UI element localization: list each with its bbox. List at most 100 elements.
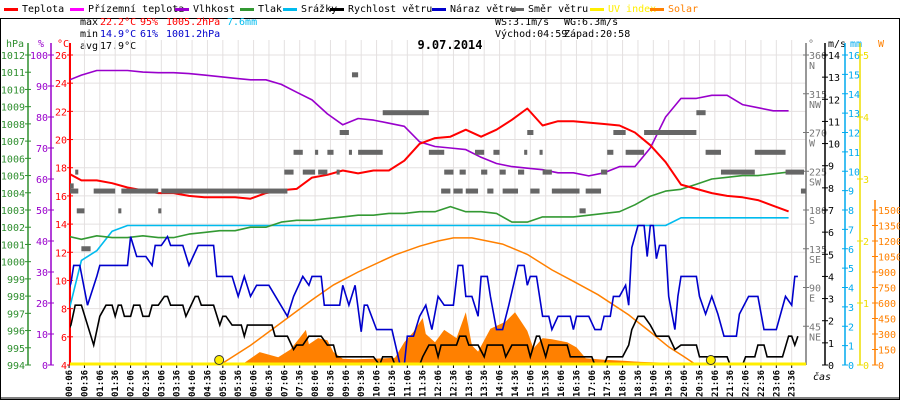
wind-direction-mark — [607, 149, 614, 155]
axis-tick-label: 9 — [848, 187, 854, 198]
axis-tick-label: 3 — [828, 295, 834, 306]
solar-clear-sky-line — [219, 237, 697, 365]
axis-tick-label: 1500 — [878, 206, 900, 217]
legend-item[interactable]: Teplota — [4, 2, 64, 16]
axis-tick-label: 1012 — [1, 51, 25, 62]
legend-swatch — [650, 7, 664, 11]
x-tick-label: 14:36 — [511, 370, 521, 397]
axis-tick-label: 13 — [848, 109, 860, 120]
axis-tick-label: 6 — [61, 333, 67, 344]
legend-item[interactable]: Srážky — [283, 2, 337, 16]
wind-direction-mark — [459, 169, 466, 175]
legend-item[interactable]: Vlhkost — [175, 2, 235, 16]
wind-direction-mark — [524, 149, 528, 155]
legend-swatch — [330, 7, 344, 11]
axis-tick-label: 16 — [55, 192, 67, 203]
axis-tick-label: 1050 — [878, 253, 900, 264]
axis-tick-label: 0 — [42, 361, 48, 372]
axis-tick-label: 12 — [848, 129, 860, 140]
x-tick-label: 20:36 — [695, 370, 705, 397]
x-tick-label: 07:06 — [280, 370, 290, 397]
plot-area — [70, 69, 806, 365]
wind-direction-mark — [293, 149, 303, 155]
wind-direction-mark — [121, 188, 159, 194]
axis-tick-label: 4 — [61, 361, 67, 372]
axis-tick-label: 6 — [828, 228, 834, 239]
axis-tick-label: 8 — [61, 305, 67, 316]
stats-min-humidity: 61% — [140, 29, 159, 40]
wind-direction-mark — [800, 188, 806, 194]
legend-item[interactable]: Přízemní teplota — [70, 2, 184, 16]
legend-item[interactable]: Náraz větru — [432, 2, 516, 16]
x-tick-label: 08:36 — [326, 370, 336, 397]
wind-direction-mark — [351, 72, 359, 78]
wind-direction-mark — [158, 208, 162, 214]
axis-unit-label: ° — [808, 39, 814, 50]
sunrise-marker-icon — [214, 355, 225, 365]
wind-direction-mark — [720, 169, 755, 175]
stats-sunset: Západ:20:58 — [564, 29, 631, 40]
x-tick-label: 12:06 — [434, 370, 444, 397]
axis-tick-label: 5 — [863, 51, 869, 62]
axis-tick-label: 70 — [36, 144, 48, 155]
legend-label: Směr větru — [528, 3, 589, 15]
axis-tick-label: 90 — [809, 284, 821, 295]
axis-tick-label: 0 — [878, 361, 884, 372]
wind-direction-mark — [696, 110, 706, 116]
axis-tick-label: 300 — [878, 330, 896, 341]
wind-direction-mark — [551, 188, 580, 194]
x-tick-label: 10:06 — [373, 370, 383, 397]
legend-label: Přízemní teplota — [88, 3, 185, 15]
axis-tick-label: 26 — [55, 51, 67, 62]
x-tick-label: 15:06 — [526, 370, 536, 397]
axis-unit-label: hPa — [6, 39, 24, 50]
axis-tick-label: 10 — [36, 330, 48, 341]
axis-tick-label: 24 — [55, 79, 67, 90]
wind-direction-mark — [453, 188, 463, 194]
axis-tick-label: 4 — [863, 113, 869, 124]
axis-tick-label: 100 — [30, 51, 48, 62]
axis-tick-label: 1003 — [1, 206, 25, 217]
x-tick-label: 02:06 — [127, 370, 137, 397]
axis-tick-label: 3 — [848, 303, 854, 314]
legend-label: Teplota — [22, 3, 65, 15]
x-tick-label: 11:06 — [403, 370, 413, 397]
axis-tick-label: 4 — [848, 284, 854, 295]
legend-item[interactable]: Tlak — [240, 2, 282, 16]
legend-item[interactable]: Rychlost větru — [330, 2, 432, 16]
axis-tick-label: 2 — [863, 237, 869, 248]
legend-item[interactable]: UV index — [590, 2, 656, 16]
chart-title: 9.07.2014 — [417, 38, 482, 52]
wind-direction-mark — [318, 169, 328, 175]
x-tick-label: 13:36 — [480, 370, 490, 397]
axis-tick-label: 4 — [828, 272, 834, 283]
axis-tick-label: 180 — [809, 206, 827, 217]
compass-label: NW — [809, 100, 822, 111]
axis-tick-label: 1009 — [1, 103, 25, 114]
x-tick-label: 20:06 — [680, 370, 690, 397]
legend-swatch — [510, 7, 524, 11]
axis-tick-label: 80 — [36, 113, 48, 124]
axis-tick-label: 5 — [828, 250, 834, 261]
legend-item[interactable]: Směr větru — [510, 2, 588, 16]
legend-label: Vlhkost — [193, 3, 236, 15]
axis-unit-label: mm — [850, 39, 862, 50]
series-line-temperature — [70, 107, 789, 213]
wind-direction-mark — [81, 246, 91, 252]
x-tick-label: 16:36 — [572, 370, 582, 397]
x-tick-label: 04:06 — [188, 370, 198, 397]
x-tick-label: 11:36 — [419, 370, 429, 397]
legend-item[interactable]: Solar — [650, 2, 698, 16]
legend-label: Náraz větru — [450, 3, 517, 15]
axis-tick-label: 2 — [848, 322, 854, 333]
axis-tick-label: 6 — [848, 245, 854, 256]
x-tick-label: 06:06 — [250, 370, 260, 397]
x-tick-label: 18:36 — [634, 370, 644, 397]
x-tick-label: 08:06 — [311, 370, 321, 397]
axis-tick-label: 15 — [848, 70, 860, 81]
axis-tick-label: 11 — [828, 117, 840, 128]
axis-W: W 0 150 300 450 600 750 900 1050 1200 1350 1500 — [872, 39, 900, 372]
axis-tick-label: 998 — [7, 292, 25, 303]
